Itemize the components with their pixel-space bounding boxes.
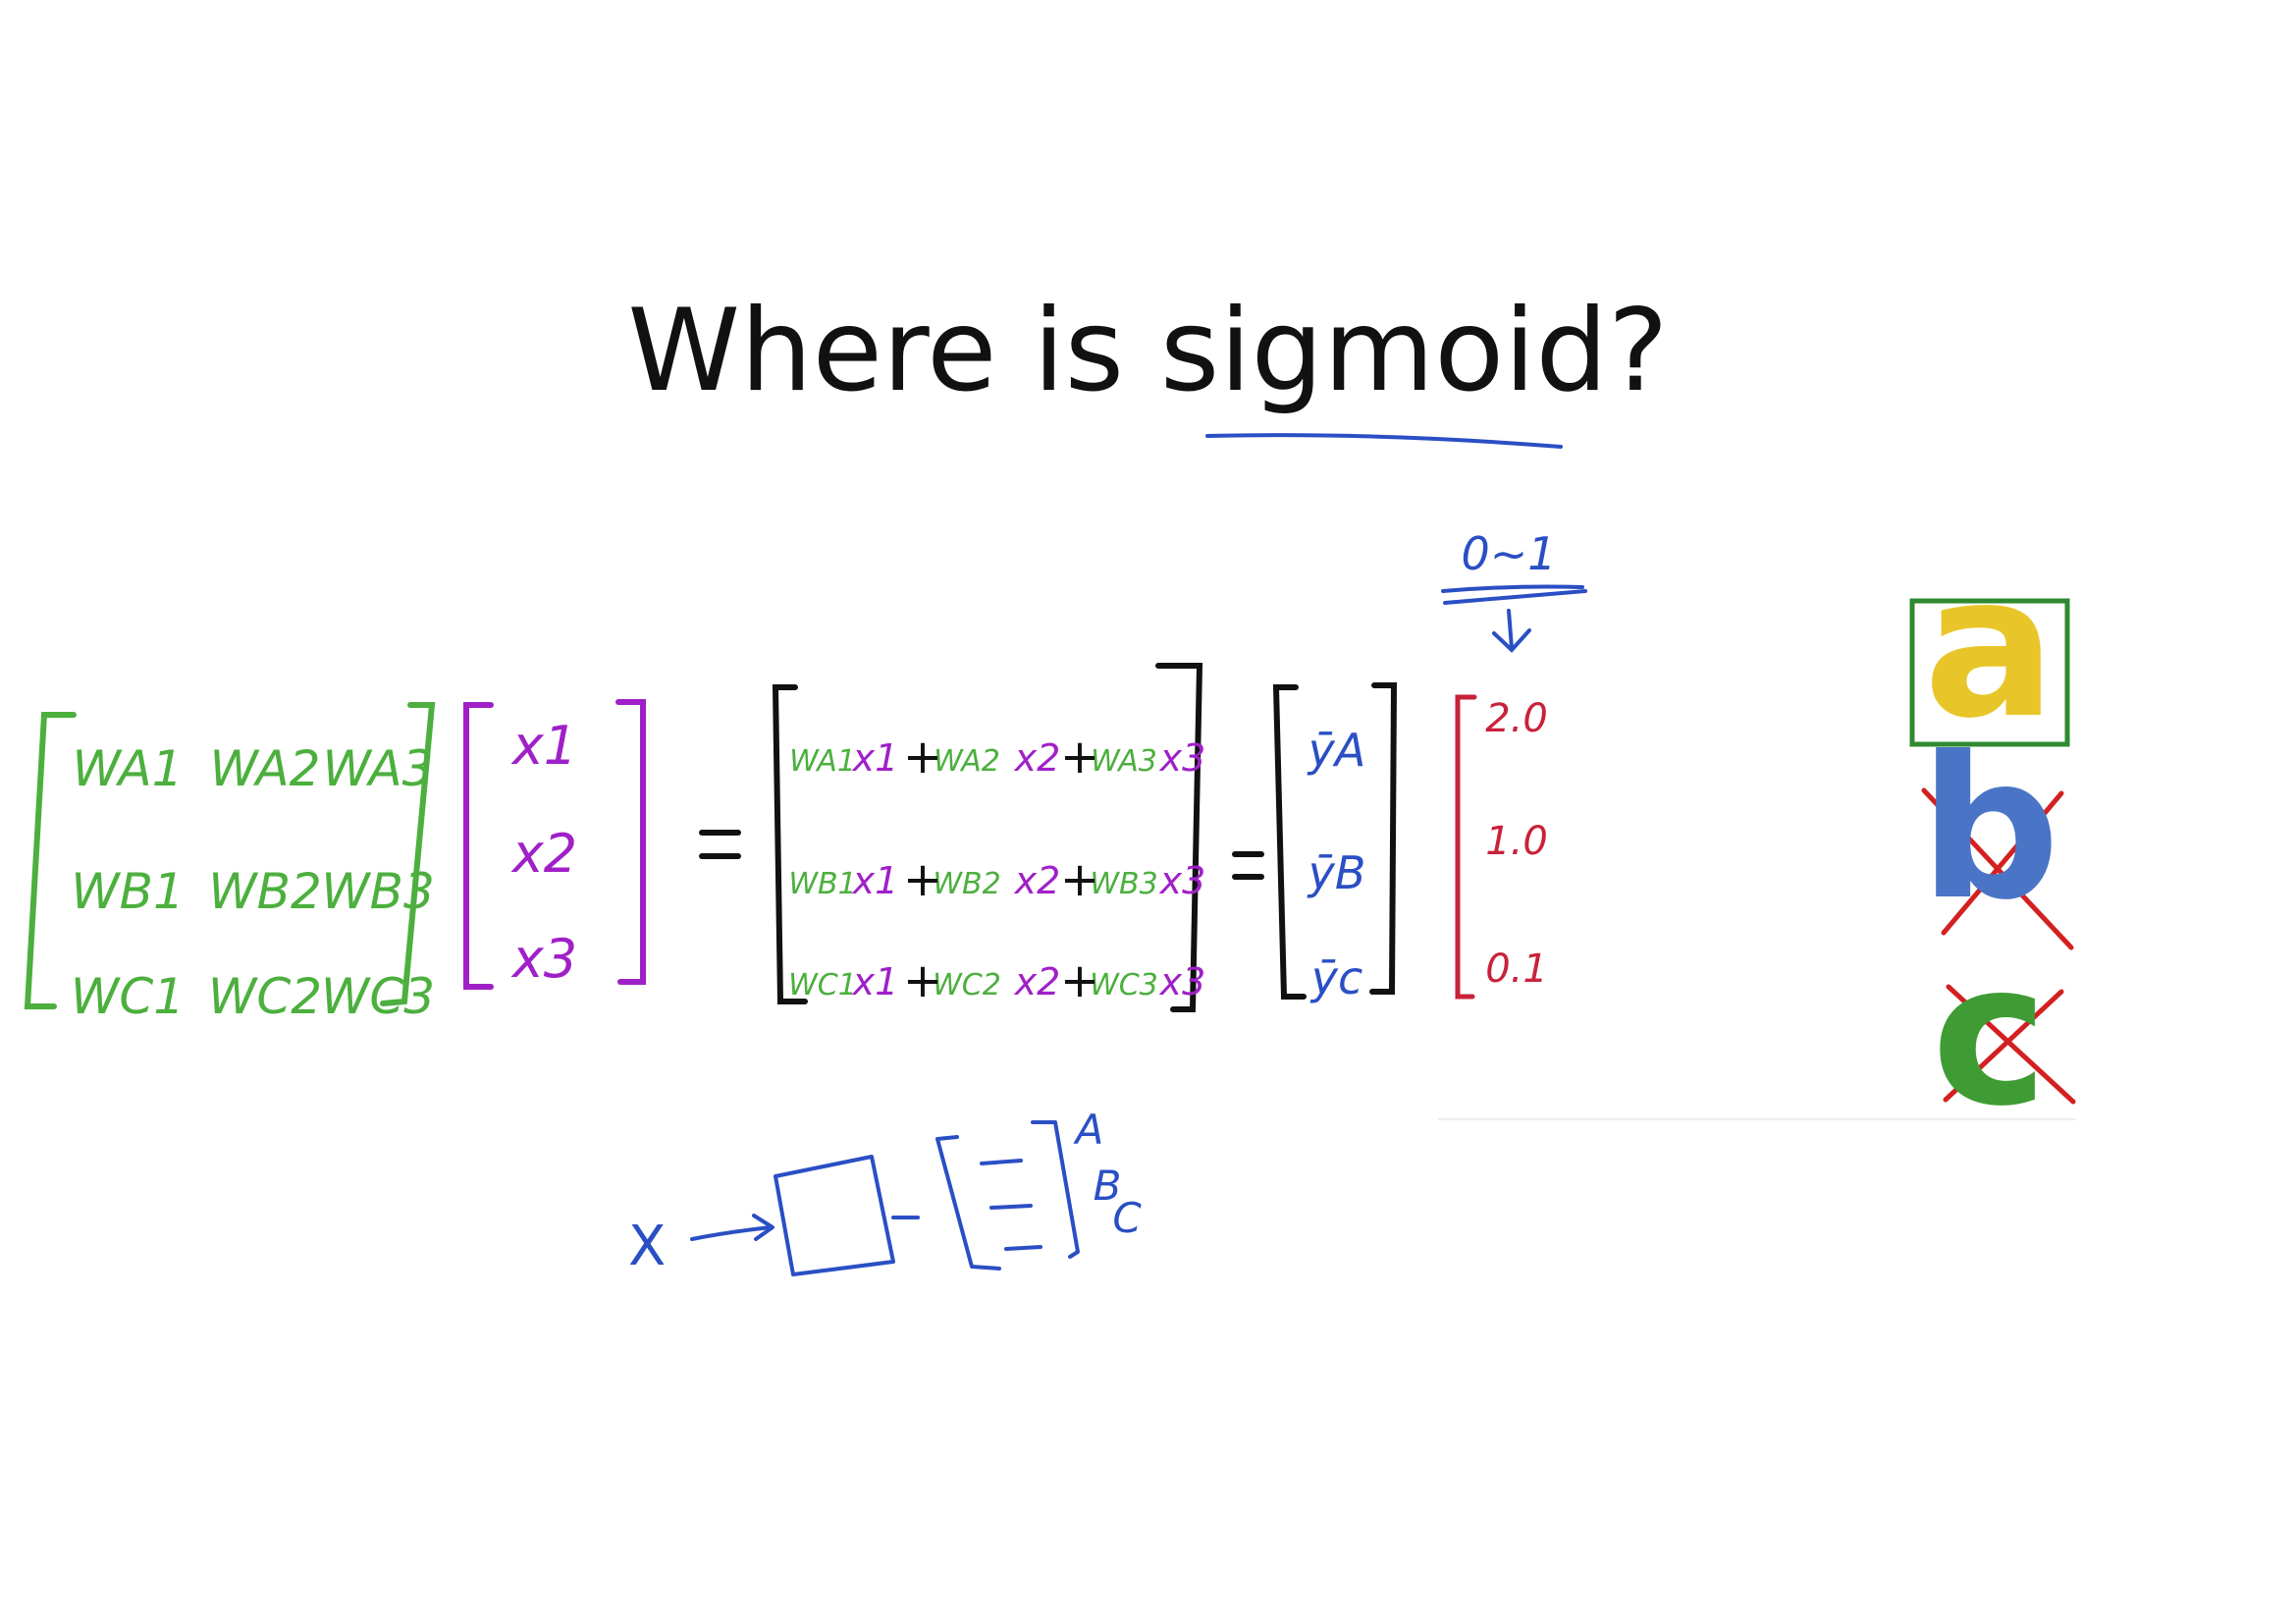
input-vector [463, 699, 646, 990]
weight-cell: WA2 [210, 740, 321, 797]
letter-b: b [1919, 715, 2060, 944]
letter-a: a [1923, 533, 2056, 762]
sketch-class-label: C [1112, 1194, 1142, 1242]
weight-cell: WB3 [321, 863, 435, 920]
product-matrix-right-bracket [1155, 663, 1203, 1012]
sketch-vector-left-bracket [935, 1135, 1001, 1271]
product-input-term: x1 [852, 736, 899, 780]
product-weight-term: WB1 [788, 867, 856, 901]
down-arrow-icon [1492, 609, 1531, 653]
score-cell: 2.0 [1485, 696, 1548, 741]
plus-sign: + [1060, 730, 1099, 785]
product-input-term: x2 [1014, 960, 1061, 1003]
output-vector [1272, 682, 1398, 1000]
product-input-term: x1 [852, 859, 899, 902]
product-weight-term: WB2 [933, 867, 1000, 901]
range-annotation: 0~1 [1441, 527, 1587, 653]
product-input-term: x2 [1014, 736, 1061, 780]
product-weight-term: WA2 [934, 744, 1000, 779]
product-input-term: x3 [1159, 859, 1206, 902]
cross-c-icon [1943, 984, 2076, 1105]
product-matrix-left-bracket [772, 684, 808, 1004]
cross-b-icon [1921, 787, 2074, 950]
weight-cell: WC1 [71, 968, 185, 1025]
output-cell: ȳB [1307, 846, 1366, 899]
network-sketch [690, 1120, 1080, 1276]
scores-left-bracket [1455, 694, 1477, 1000]
product-weight-term: WC1 [788, 968, 857, 1002]
sketch-vector-right-bracket [1031, 1120, 1080, 1259]
title-underline [1205, 433, 1563, 449]
plus-sign: + [903, 730, 942, 785]
weight-cell: WC2 [208, 968, 322, 1025]
weight-cell: WA1 [73, 740, 184, 797]
output-vector-left-bracket [1272, 684, 1307, 1000]
selection-box [1909, 598, 2070, 747]
slide-title: Where is sigmoid? [627, 285, 1669, 417]
arrow-to-box-icon [690, 1214, 774, 1241]
weight-matrix-left-bracket [24, 712, 77, 1009]
range-note: 0~1 [1461, 527, 1556, 580]
plus-sign: + [903, 953, 942, 1008]
weight-cell: WB2 [208, 863, 322, 920]
product-weight-term: WA1 [789, 744, 856, 779]
weight-matrix [24, 702, 436, 1009]
product-input-term: x1 [852, 960, 899, 1003]
input-cell: x2 [510, 823, 577, 885]
weight-cell: WC3 [321, 968, 435, 1025]
scores-vector [1455, 694, 1477, 1000]
score-cell: 0.1 [1485, 947, 1548, 992]
output-cell: ȳc [1309, 951, 1363, 1004]
product-input-term: x3 [1159, 736, 1206, 780]
plus-sign: + [903, 852, 942, 907]
product-weight-term: WB3 [1090, 867, 1157, 901]
sketch-input-label: X [628, 1215, 666, 1278]
weight-matrix-right-bracket [380, 702, 436, 1006]
product-weight-term: WC2 [933, 968, 1001, 1002]
equals-sign-2 [1232, 851, 1264, 880]
output-vector-right-bracket [1369, 682, 1398, 995]
letter-c: c [1931, 921, 2049, 1150]
product-matrix [772, 663, 1203, 1012]
product-input-term: x3 [1159, 960, 1206, 1003]
input-cell: x3 [510, 928, 577, 990]
product-input-term: x2 [1014, 859, 1061, 902]
plus-sign: + [1060, 953, 1099, 1008]
sketch-class-label: B [1094, 1162, 1122, 1210]
plus-sign: + [1060, 852, 1099, 907]
weight-cell: WA3 [323, 740, 434, 797]
weight-cell: WB1 [71, 863, 185, 920]
score-cell: 1.0 [1485, 819, 1548, 864]
sketch-class-label: A [1073, 1106, 1104, 1154]
equals-sign-1 [699, 830, 741, 859]
input-vector-left-bracket [463, 702, 494, 990]
output-cell: ȳA [1307, 724, 1366, 777]
product-weight-term: WA3 [1091, 744, 1157, 779]
input-cell: x1 [510, 715, 577, 777]
input-vector-right-bracket [615, 699, 646, 985]
product-weight-term: WC3 [1090, 968, 1158, 1002]
model-box [774, 1155, 895, 1276]
